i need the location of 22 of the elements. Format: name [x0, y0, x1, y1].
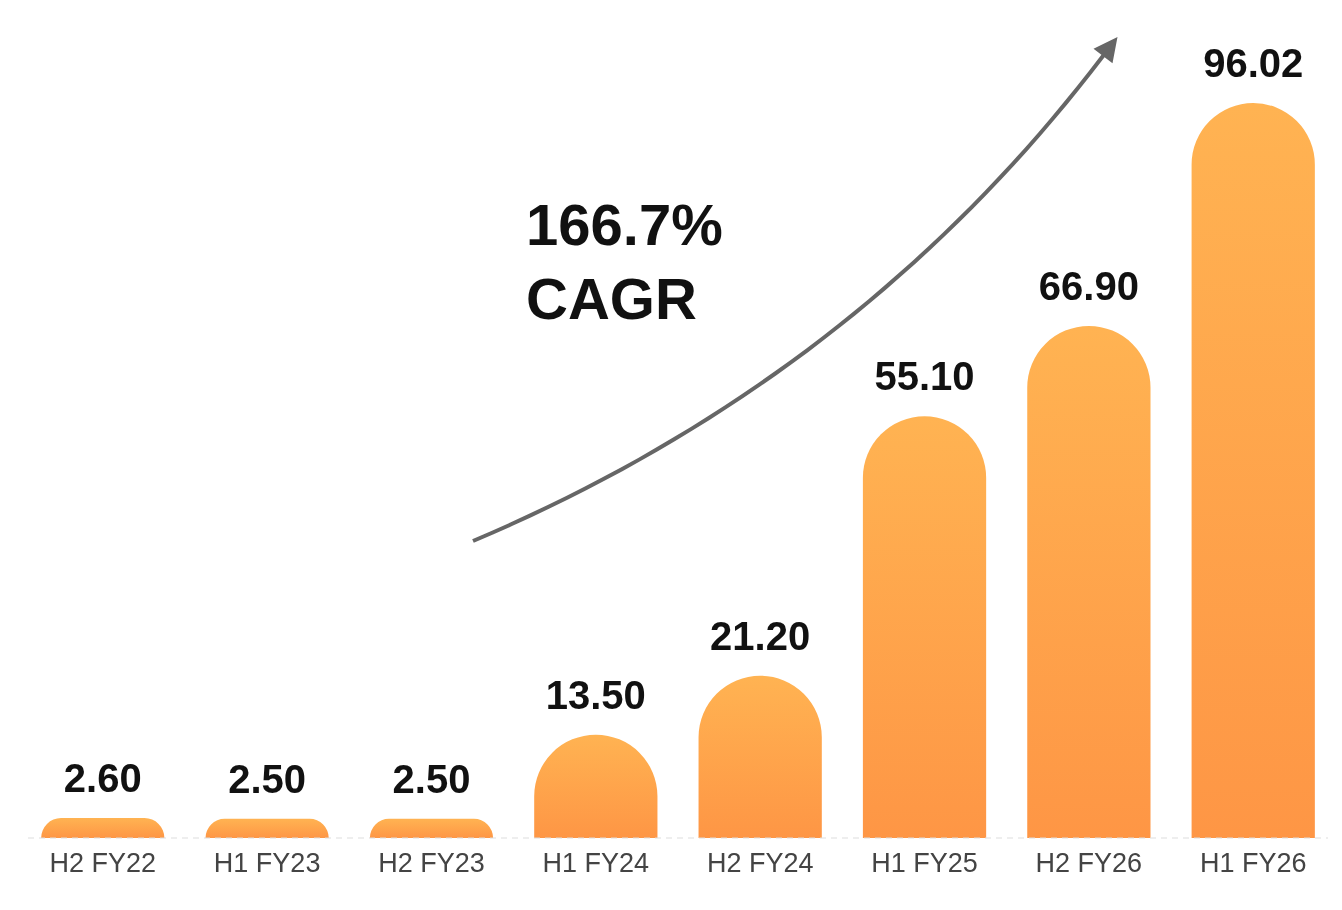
bar: [369, 818, 494, 838]
x-tick-label: H1 FY24: [542, 848, 650, 878]
x-tick-label: H1 FY26: [1199, 848, 1307, 878]
x-tick-label: H2 FY22: [49, 848, 157, 878]
bar: [862, 416, 987, 838]
data-label: 13.50: [545, 672, 646, 717]
data-label: 96.02: [1203, 41, 1304, 85]
annotation: 166.7% CAGR: [526, 192, 723, 331]
data-label: 2.60: [63, 756, 142, 801]
data-label: 21.20: [710, 613, 811, 658]
x-tick-label: H2 FY24: [706, 848, 814, 878]
data-label: 2.50: [228, 756, 307, 801]
x-tick-label: H2 FY23: [378, 848, 485, 878]
x-tick-label: H1 FY23: [213, 848, 321, 878]
data-label: 66.90: [1038, 263, 1139, 308]
bar: [1191, 103, 1315, 838]
data-label: 55.10: [874, 354, 975, 399]
x-tick-label: H2 FY26: [1035, 848, 1143, 878]
data-label: 2.50: [392, 756, 471, 801]
bar: [205, 818, 329, 838]
bar: [1027, 325, 1151, 838]
x-tick-label: H1 FY25: [871, 848, 978, 878]
